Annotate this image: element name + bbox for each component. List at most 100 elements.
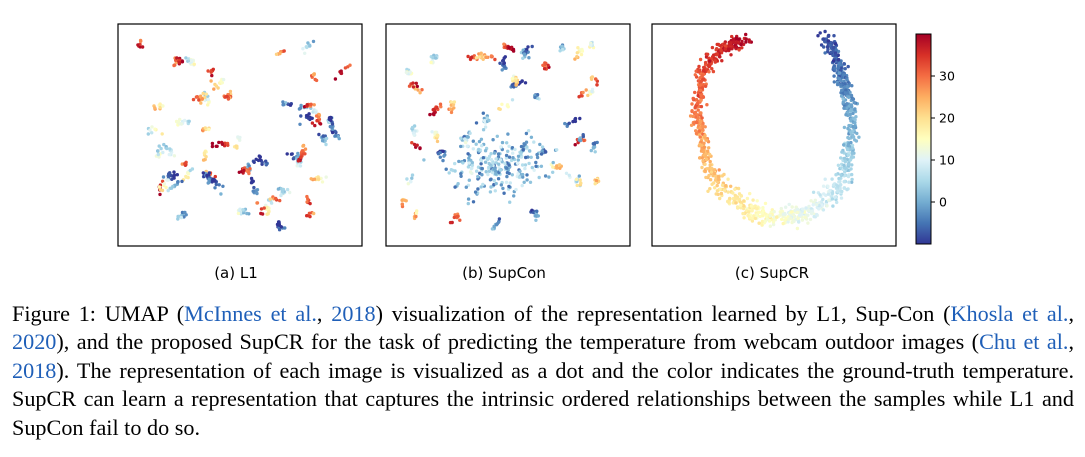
umap-point — [726, 190, 730, 194]
umap-point — [778, 210, 782, 214]
umap-point — [855, 131, 859, 136]
umap-point — [532, 168, 536, 172]
umap-point — [532, 140, 536, 144]
umap-point — [739, 42, 743, 47]
umap-point — [317, 132, 321, 137]
umap-point — [800, 218, 805, 222]
umap-point — [716, 192, 720, 197]
umap-point — [502, 42, 506, 46]
umap-point — [575, 55, 579, 59]
umap-point — [226, 143, 230, 147]
umap-point — [189, 58, 194, 63]
umap-point — [269, 201, 274, 205]
umap-point — [748, 191, 752, 196]
umap-point — [703, 133, 707, 138]
umap-point — [703, 84, 708, 89]
umap-panel-supcon — [385, 23, 631, 247]
umap-point — [476, 187, 480, 191]
umap-point — [458, 218, 462, 222]
umap-point — [464, 185, 468, 189]
citation-khosla-year[interactable]: 2020 — [12, 329, 57, 355]
umap-point — [840, 150, 844, 154]
umap-point — [836, 66, 841, 70]
umap-point — [722, 188, 727, 192]
citation-mcinnes-year[interactable]: 2018 — [331, 301, 376, 326]
citation-mcinnes-author[interactable]: McInnes et al. — [184, 301, 317, 326]
subcaption-supcr: (c) SupCR — [734, 264, 810, 282]
umap-point — [732, 40, 736, 44]
umap-point — [330, 130, 335, 135]
umap-point — [324, 175, 328, 179]
umap-point — [551, 165, 555, 169]
umap-point — [402, 198, 407, 202]
umap-point — [691, 96, 695, 101]
umap-point — [823, 40, 827, 44]
umap-point — [493, 57, 497, 62]
umap-point — [180, 179, 184, 184]
umap-point — [719, 48, 723, 53]
umap-point — [470, 160, 474, 165]
citation-chu-year[interactable]: 2018 — [12, 357, 57, 383]
umap-point — [211, 67, 215, 72]
umap-point — [701, 95, 706, 100]
citation-chu-author[interactable]: Chu et al. — [979, 329, 1069, 355]
umap-point — [836, 184, 840, 188]
umap-point — [510, 77, 514, 81]
umap-point — [527, 129, 531, 133]
umap-point — [718, 187, 722, 191]
umap-point — [726, 199, 730, 204]
umap-point — [477, 139, 482, 144]
citation-khosla-author[interactable]: Khosla et al. — [950, 301, 1069, 326]
umap-point — [574, 177, 579, 182]
umap-point — [204, 155, 208, 159]
umap-point — [201, 91, 205, 96]
umap-point — [483, 125, 488, 129]
umap-point — [314, 78, 319, 83]
umap-point — [217, 183, 221, 187]
umap-point — [165, 146, 169, 151]
umap-point — [251, 189, 255, 193]
umap-point — [691, 114, 695, 119]
umap-point — [522, 180, 526, 184]
umap-point — [842, 125, 847, 130]
umap-point — [296, 159, 300, 163]
umap-point — [539, 164, 544, 168]
umap-point — [159, 146, 163, 151]
umap-point — [839, 156, 843, 160]
umap-point — [507, 184, 511, 189]
umap-point — [724, 184, 728, 188]
umap-point — [448, 220, 453, 225]
umap-point — [298, 164, 303, 168]
umap-point — [183, 118, 187, 123]
umap-point — [459, 144, 463, 149]
umap-point — [711, 69, 716, 74]
umap-point — [525, 145, 529, 149]
umap-point — [720, 59, 724, 63]
umap-point — [807, 208, 811, 213]
umap-point — [481, 128, 486, 132]
umap-point — [153, 106, 157, 110]
umap-point — [842, 180, 846, 184]
umap-point — [466, 135, 470, 139]
umap-point — [842, 73, 846, 77]
umap-point — [492, 151, 497, 155]
umap-point — [833, 66, 837, 71]
umap-point — [544, 150, 548, 154]
umap-point — [303, 147, 308, 151]
umap-point — [534, 164, 538, 168]
umap-point — [487, 165, 491, 169]
umap-point — [717, 168, 721, 172]
umap-point — [514, 80, 518, 84]
umap-point — [281, 103, 285, 107]
umap-point — [479, 162, 483, 166]
umap-point — [158, 192, 162, 197]
umap-point — [744, 37, 748, 41]
umap-point — [788, 216, 793, 220]
umap-point — [715, 42, 719, 47]
umap-point — [695, 101, 699, 106]
umap-point — [781, 214, 785, 219]
umap-point — [728, 196, 732, 201]
umap-point — [703, 162, 707, 166]
umap-point — [567, 173, 571, 177]
umap-point — [778, 213, 782, 217]
